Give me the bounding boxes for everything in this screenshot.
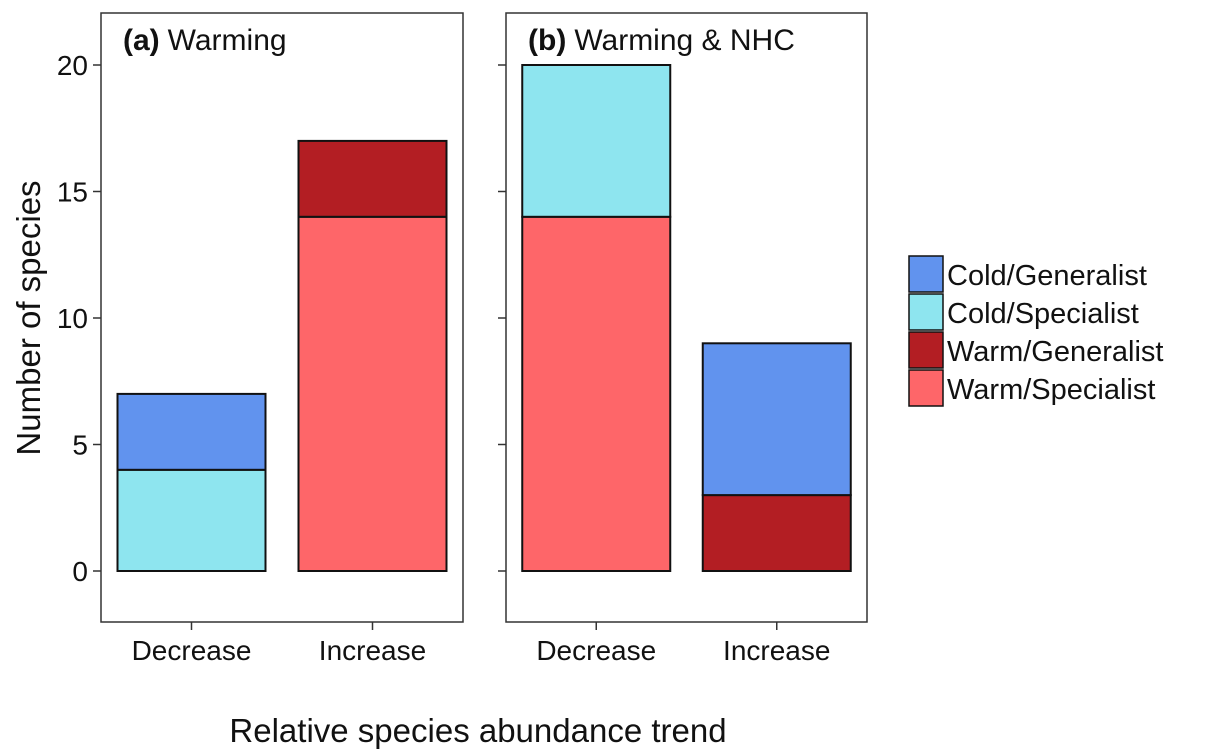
legend-label: Warm/Specialist: [947, 374, 1155, 406]
panel-tag: (b): [528, 24, 566, 57]
bar-segment-cold-generalist: [116, 392, 267, 471]
y-tick-label: 5: [72, 430, 88, 461]
bar-segment-warm-specialist: [297, 215, 448, 573]
x-tick-label: Decrease: [132, 635, 252, 666]
legend-label: Cold/Specialist: [947, 298, 1139, 330]
legend-label: Warm/Generalist: [947, 336, 1163, 368]
bar-segment-warm-generalist: [701, 494, 852, 573]
y-tick-label: 0: [72, 556, 88, 587]
x-tick-label: Increase: [319, 635, 426, 666]
panel-title: Warming & NHC: [574, 24, 795, 57]
legend-swatch: [908, 331, 944, 369]
y-axis-title: Number of species: [10, 180, 47, 455]
legend-label: Cold/Generalist: [947, 260, 1147, 292]
bar-segment-cold-specialist: [521, 64, 672, 218]
legend-swatch: [908, 293, 944, 331]
panel-tag: (a): [123, 24, 160, 57]
y-tick-label: 10: [57, 303, 88, 334]
x-tick-label: Increase: [723, 635, 830, 666]
legend-swatch: [908, 369, 944, 407]
x-tick-label: Decrease: [536, 635, 656, 666]
panel-frame: [505, 12, 868, 623]
bar-segment-warm-specialist: [521, 215, 672, 573]
bar-segment-cold-specialist: [116, 468, 267, 572]
y-tick-label: 15: [57, 177, 88, 208]
panel-title: Warming: [168, 24, 287, 57]
y-tick-label: 20: [57, 50, 88, 81]
bar-segment-cold-generalist: [701, 342, 852, 497]
x-axis-title: Relative species abundance trend: [229, 712, 726, 749]
bar-segment-warm-generalist: [297, 139, 448, 218]
legend-swatch: [908, 255, 944, 293]
panel-frame: [100, 12, 464, 623]
